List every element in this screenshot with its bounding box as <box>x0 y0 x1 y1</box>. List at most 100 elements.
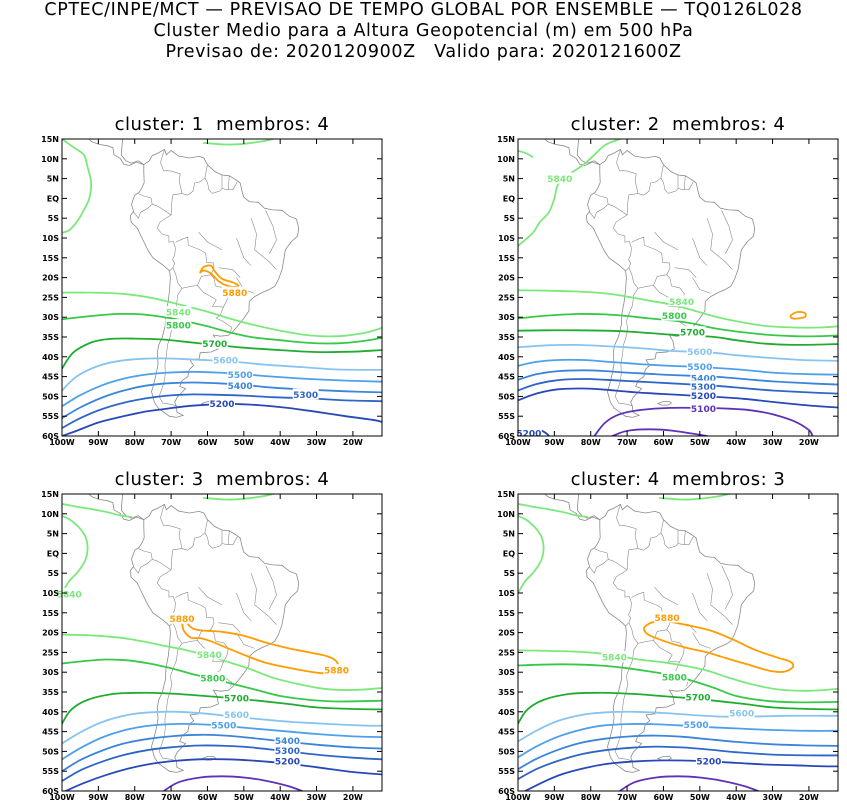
lon-tick-label: 20W <box>799 438 819 447</box>
country-border <box>692 277 711 294</box>
lat-tick-label: 25S <box>498 293 515 302</box>
contour-label-bg <box>227 379 254 391</box>
contour-5840 <box>518 289 838 329</box>
contour-label-bg <box>221 286 248 298</box>
contour-5840 <box>518 139 621 247</box>
lat-tick-label: 30S <box>42 313 59 322</box>
lon-tick-label: 80W <box>125 793 145 802</box>
lat-tick-label: 10S <box>498 234 515 243</box>
contour-5880 <box>199 264 240 288</box>
island <box>158 120 176 128</box>
country-border <box>158 288 183 407</box>
contour-5100 <box>162 775 303 791</box>
country-border <box>614 288 639 407</box>
lat-tick-label: 35S <box>42 333 59 342</box>
contour-label-bg <box>683 718 710 730</box>
lat-tick-label: 40S <box>42 708 59 717</box>
contour-5600 <box>518 710 838 743</box>
contour-5500 <box>518 723 838 759</box>
contour-label-bg <box>690 402 717 414</box>
country-border <box>706 573 713 605</box>
contour-label-5100: 5100 <box>691 405 716 415</box>
contour-label-bg <box>661 309 688 321</box>
contour-label-5880: 5880 <box>324 667 349 677</box>
island <box>598 126 604 128</box>
country-border <box>677 175 686 191</box>
lat-tick-label: 50S <box>498 747 515 756</box>
contour-label-bg <box>227 368 254 380</box>
country-border <box>654 586 679 606</box>
contour-5840 <box>518 503 588 518</box>
lat-tick-label: 40S <box>498 708 515 717</box>
lon-tick-label: 70W <box>161 793 181 802</box>
contour-5840 <box>202 139 274 146</box>
country-border <box>181 164 208 196</box>
contour-label-bg <box>169 612 195 624</box>
lat-tick-label: 25S <box>42 648 59 657</box>
country-border <box>221 175 230 191</box>
country-border <box>198 586 223 606</box>
lon-tick-label: 20W <box>343 438 363 447</box>
country-border <box>160 504 183 571</box>
country-border <box>674 267 697 278</box>
contour-label-bg <box>728 706 755 718</box>
island <box>598 481 604 483</box>
contour-label-5300: 5300 <box>275 747 300 757</box>
country-border <box>236 632 255 649</box>
contour-5400 <box>62 733 382 773</box>
header-line-1: CPTEC/INPE/MCT — PREVISAO DE TEMPO GLOBA… <box>44 0 803 20</box>
island <box>201 756 217 761</box>
lat-tick-label: 30S <box>42 668 59 677</box>
contour-label-5600: 5600 <box>729 709 754 719</box>
map-frame <box>61 138 383 437</box>
contour-5500 <box>62 722 382 761</box>
country-border <box>608 559 632 627</box>
country-border <box>637 164 664 196</box>
lat-tick-label: 10S <box>498 589 515 598</box>
lat-tick-label: 45S <box>498 728 515 737</box>
lon-tick-label: 70W <box>617 793 637 802</box>
lon-tick-label: 30W <box>307 438 327 447</box>
map-frame <box>517 493 839 792</box>
island <box>637 481 642 483</box>
lat-tick-label: 15N <box>41 490 59 499</box>
lon-tick-label: 60W <box>197 438 217 447</box>
contour-label-bg <box>668 295 695 307</box>
lon-tick-label: 30W <box>307 793 327 802</box>
lat-tick-label: 35S <box>42 688 59 697</box>
lon-tick-label: 30W <box>763 438 783 447</box>
lat-tick-label: 25S <box>498 648 515 657</box>
country-border <box>198 231 223 251</box>
contour-5880 <box>643 620 795 673</box>
contour-label-bg <box>686 360 713 372</box>
contour-label-5600: 5600 <box>687 348 712 358</box>
contour-5200 <box>524 759 838 791</box>
lat-tick-label: 55S <box>42 767 59 776</box>
country-border <box>172 591 215 644</box>
lat-tick-label: 45S <box>42 373 59 382</box>
map-panel-4-group: 5880 5840 5800 5700 5600 5500 5200 15N 10N 5N EQ 5S… <box>497 481 839 802</box>
contour-label-bg <box>323 664 350 676</box>
contour-label-5500: 5500 <box>684 721 709 731</box>
coastline-south-america <box>129 503 300 773</box>
contour-label-5700: 5700 <box>685 694 710 704</box>
lon-tick-label: 40W <box>270 438 290 447</box>
contour-label-5800: 5800 <box>662 673 687 683</box>
contour-label-bg <box>690 371 717 383</box>
country-border <box>204 530 223 549</box>
lat-tick-label: 25S <box>42 293 59 302</box>
country-border <box>218 267 241 278</box>
contour-5840 <box>518 514 545 594</box>
lon-tick-label: 80W <box>581 438 601 447</box>
contour-label-5400: 5400 <box>691 374 716 384</box>
coastline-caribbean <box>120 139 145 166</box>
lat-tick-label: 20S <box>42 274 59 283</box>
contour-5200 <box>64 758 382 791</box>
lat-tick-label: 10N <box>41 510 59 519</box>
lat-tick-label: 15S <box>498 609 515 618</box>
lat-tick-label: 10N <box>497 510 515 519</box>
contour-label-5400: 5400 <box>228 382 253 392</box>
map-layer <box>544 481 756 773</box>
lon-tick-label: 90W <box>544 438 564 447</box>
contour-label-5800: 5800 <box>166 322 191 332</box>
